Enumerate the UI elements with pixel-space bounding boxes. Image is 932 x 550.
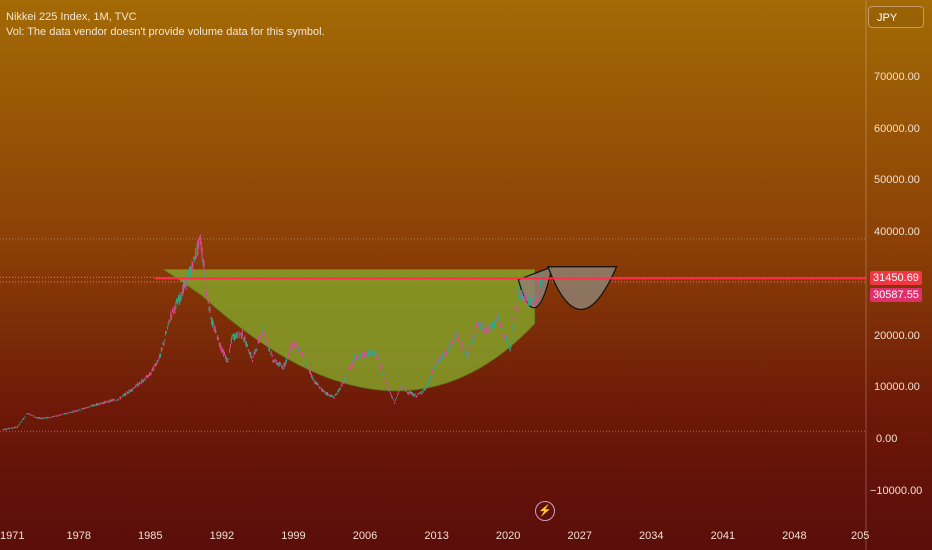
y-tick-label: 70000.00	[874, 71, 920, 83]
y-tick-label: 60000.00	[874, 122, 920, 135]
x-tick-label: 2027	[567, 530, 592, 542]
chart-legend: Nikkei 225 Index, 1M, TVC Vol: The data …	[6, 10, 325, 40]
x-tick-label: 2006	[352, 530, 378, 542]
y-tick-label: 40000.00	[874, 226, 920, 239]
x-tick-label: 205	[851, 530, 870, 542]
x-tick-label: 2020	[495, 530, 521, 542]
x-tick-label: 1971	[0, 530, 25, 542]
lightning-icon[interactable]: ⚡	[535, 501, 555, 521]
volume-note: Vol: The data vendor doesn't provide vol…	[6, 26, 325, 38]
x-tick-label: 1999	[281, 530, 306, 542]
cup-pattern	[162, 268, 536, 392]
y-tick-label: 10000.00	[874, 381, 920, 394]
currency-button[interactable]: JPY	[868, 6, 924, 28]
x-tick-label: 2034	[639, 530, 664, 542]
symbol-title[interactable]: Nikkei 225 Index, 1M, TVC	[6, 11, 137, 23]
projected-cup-pattern	[547, 266, 618, 310]
x-tick-label: 1978	[66, 530, 91, 542]
x-tick-label: 1992	[209, 530, 235, 542]
x-tick-label: 2041	[710, 530, 736, 542]
x-tick-label: 1985	[138, 530, 163, 542]
x-tick-label: 2013	[424, 530, 449, 542]
y-tick-label: −10000.00	[870, 484, 923, 497]
x-tick-label: 2048	[782, 530, 807, 542]
current-price-label: 31450.69	[870, 271, 922, 285]
y-tick-label: 50000.00	[874, 174, 920, 187]
y-tick-label: 0.00	[876, 433, 898, 445]
y-tick-label: 20000.00	[874, 329, 920, 342]
reference-price-label: 30587.55	[870, 288, 922, 302]
